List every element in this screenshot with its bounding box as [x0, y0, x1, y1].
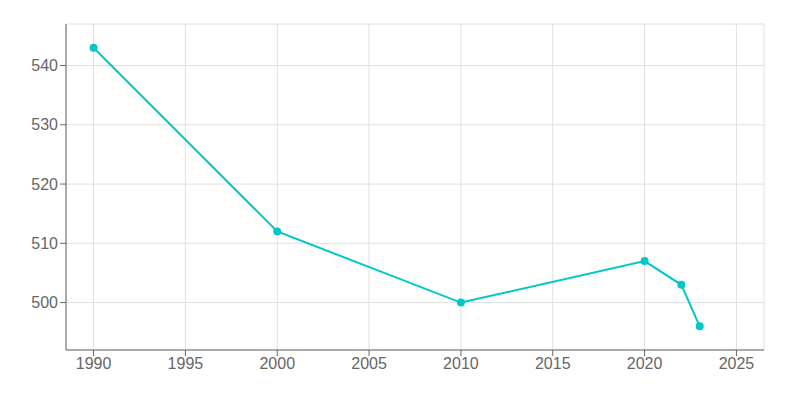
svg-text:520: 520	[31, 176, 58, 193]
svg-text:540: 540	[31, 57, 58, 74]
svg-text:2005: 2005	[351, 355, 387, 372]
svg-text:2010: 2010	[443, 355, 479, 372]
svg-text:500: 500	[31, 294, 58, 311]
svg-text:1995: 1995	[168, 355, 204, 372]
svg-text:530: 530	[31, 116, 58, 133]
svg-text:2000: 2000	[259, 355, 295, 372]
svg-text:1990: 1990	[76, 355, 112, 372]
svg-text:2025: 2025	[719, 355, 755, 372]
svg-text:510: 510	[31, 235, 58, 252]
svg-text:2015: 2015	[535, 355, 571, 372]
svg-text:2020: 2020	[627, 355, 663, 372]
